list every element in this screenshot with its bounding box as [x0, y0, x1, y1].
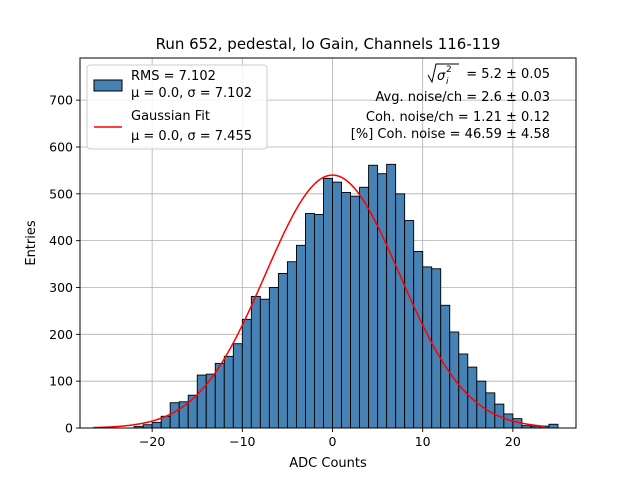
histogram-bar [295, 244, 306, 429]
histogram-bar [277, 272, 288, 429]
sqrt-symbol [427, 63, 459, 84]
legend-fit-stats: μ = 0.0, σ = 7.455 [131, 129, 252, 144]
sigma-symbol: σ [437, 69, 446, 84]
y-tick-label: 300 [49, 280, 73, 295]
y-tick-label: 0 [65, 421, 73, 436]
legend-box [86, 64, 268, 150]
histogram-bar [422, 266, 433, 429]
chart-title: Run 652, pedestal, lo Gain, Channels 116… [156, 35, 501, 53]
x-axis-label: ADC Counts [289, 456, 367, 471]
histogram-bar [404, 220, 415, 429]
x-tick-label: 20 [505, 434, 521, 449]
histogram-bar [151, 421, 162, 429]
histogram-bar [250, 295, 261, 429]
sigma-subscript: i [446, 77, 449, 87]
histogram-bar [241, 318, 252, 429]
histogram-bar [196, 374, 207, 429]
histogram-bar [223, 355, 234, 429]
histogram-bar [368, 164, 379, 429]
histogram-bar [232, 343, 243, 429]
x-tick-label: 10 [415, 434, 431, 449]
histogram-bar [386, 163, 397, 429]
y-tick-label: 200 [49, 327, 73, 342]
histogram-bar [323, 177, 333, 429]
y-axis-ticks: 0 100 200 300 400 500 600 700 [49, 93, 80, 436]
histogram-bar [359, 186, 370, 429]
coh-noise-percent-text: [%] Coh. noise = 46.59 ± 4.58 [351, 127, 550, 142]
stats-annotations: σ i 2 = 5.2 ± 0.05 Avg. noise/ch = 2.6 ±… [351, 63, 550, 142]
histogram-bar [548, 423, 559, 429]
y-tick-label: 500 [49, 186, 73, 201]
histogram-bar [305, 213, 315, 429]
coh-noise-text: Coh. noise/ch = 1.21 ± 0.12 [366, 110, 550, 125]
x-axis-ticks: −20 −10 0 10 20 [139, 428, 521, 449]
histogram-bar [169, 402, 180, 429]
gaussian-fit-line [93, 174, 545, 429]
y-tick-label: 400 [49, 233, 73, 248]
x-tick-label: −20 [139, 434, 165, 449]
y-tick-label: 600 [49, 139, 73, 154]
sqrt-sigma-value: = 5.2 ± 0.05 [466, 67, 550, 82]
legend-fit-label: Gaussian Fit [131, 109, 210, 124]
histogram-bar [268, 287, 279, 429]
legend-histogram-label: RMS = 7.102 [131, 69, 216, 84]
histogram-bar [314, 213, 324, 429]
legend-histogram-swatch [93, 79, 123, 92]
plot-frame [79, 57, 577, 429]
histogram-bar [431, 268, 442, 429]
y-tick-label: 700 [49, 93, 73, 108]
histogram-bar [332, 181, 342, 429]
histogram-bar [413, 250, 424, 429]
histogram-bar [341, 191, 351, 429]
histogram-bar [187, 394, 198, 429]
histogram-bar [259, 298, 270, 429]
x-tick-label: −10 [229, 434, 255, 449]
histogram-bar [377, 173, 388, 429]
y-tick-label: 100 [49, 374, 73, 389]
legend-histogram-stats: μ = 0.0, σ = 7.102 [131, 86, 252, 101]
histogram-bar [467, 366, 478, 429]
avg-noise-text: Avg. noise/ch = 2.6 ± 0.03 [375, 90, 550, 105]
sigma-superscript: 2 [446, 65, 452, 75]
histogram-bar [214, 362, 225, 429]
histogram-bar [395, 193, 406, 429]
legend: RMS = 7.102 μ = 0.0, σ = 7.102 Gaussian … [86, 64, 268, 150]
histogram-bar [286, 261, 297, 429]
histogram-bar [458, 353, 469, 429]
histogram-bar [350, 195, 361, 429]
y-axis-label: Entries [24, 220, 39, 266]
x-tick-label: 0 [329, 434, 337, 449]
